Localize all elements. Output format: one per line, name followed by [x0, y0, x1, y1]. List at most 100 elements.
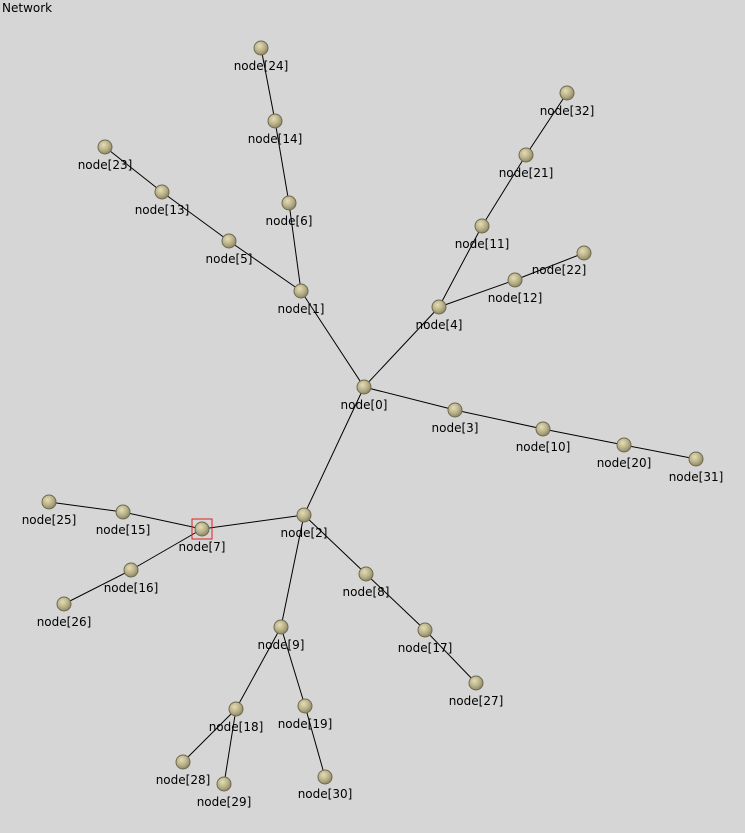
- node-disc[interactable]: [175, 754, 191, 770]
- node-disc[interactable]: [221, 233, 237, 249]
- network-node-node-3[interactable]: node[3]: [432, 402, 479, 435]
- edge-node-18-to-node-29: [223, 708, 237, 785]
- node-label: node[12]: [488, 291, 543, 305]
- node-label: node[25]: [22, 513, 77, 527]
- node-disc[interactable]: [41, 494, 57, 510]
- node-label: node[13]: [135, 203, 190, 217]
- node-disc[interactable]: [293, 283, 309, 299]
- node-disc[interactable]: [576, 245, 592, 261]
- edge-node-0-to-node-1: [300, 290, 365, 388]
- node-label: node[30]: [298, 787, 353, 801]
- edge-node-1-to-node-5: [228, 240, 302, 292]
- edge-node-11-to-node-21: [481, 154, 527, 227]
- edge-node-4-to-node-12: [438, 279, 516, 308]
- network-node-node-29[interactable]: node[29]: [197, 776, 252, 809]
- edge-node-9-to-node-19: [280, 626, 306, 707]
- node-disc[interactable]: [474, 218, 490, 234]
- network-node-node-12[interactable]: node[12]: [488, 272, 543, 305]
- network-node-node-28[interactable]: node[28]: [156, 754, 211, 787]
- edge-node-13-to-node-23: [104, 146, 163, 193]
- node-label: node[19]: [278, 717, 333, 731]
- network-node-node-20[interactable]: node[20]: [597, 437, 652, 470]
- network-node-node-9[interactable]: node[9]: [258, 619, 305, 652]
- network-node-node-14[interactable]: node[14]: [248, 113, 303, 146]
- edge-node-15-to-node-25: [48, 501, 124, 513]
- edge-node-6-to-node-14: [274, 120, 290, 204]
- node-disc[interactable]: [194, 521, 210, 537]
- node-label: node[31]: [669, 470, 724, 484]
- node-disc[interactable]: [267, 113, 283, 129]
- network-node-node-31[interactable]: node[31]: [669, 451, 724, 484]
- network-node-node-13[interactable]: node[13]: [135, 184, 190, 217]
- network-node-node-6[interactable]: node[6]: [266, 195, 313, 228]
- network-node-node-21[interactable]: node[21]: [499, 147, 554, 180]
- network-node-node-4[interactable]: node[4]: [416, 299, 463, 332]
- node-disc[interactable]: [281, 195, 297, 211]
- node-label: node[23]: [78, 158, 133, 172]
- node-disc[interactable]: [56, 596, 72, 612]
- node-disc[interactable]: [358, 566, 374, 582]
- node-disc[interactable]: [123, 562, 139, 578]
- network-node-node-16[interactable]: node[16]: [104, 562, 159, 595]
- network-node-node-24[interactable]: node[24]: [234, 40, 289, 73]
- node-disc[interactable]: [228, 701, 244, 717]
- node-label: node[29]: [197, 795, 252, 809]
- network-node-node-0[interactable]: node[0]: [341, 379, 388, 412]
- node-disc[interactable]: [688, 451, 704, 467]
- network-node-node-11[interactable]: node[11]: [455, 218, 510, 251]
- network-node-node-19[interactable]: node[19]: [278, 698, 333, 731]
- edge-node-5-to-node-13: [161, 191, 230, 242]
- network-node-node-32[interactable]: node[32]: [540, 85, 595, 118]
- edge-node-19-to-node-30: [304, 705, 326, 778]
- node-label: node[8]: [343, 585, 390, 599]
- node-disc[interactable]: [296, 507, 312, 523]
- network-node-node-2[interactable]: node[2]: [281, 507, 328, 540]
- node-disc[interactable]: [447, 402, 463, 418]
- edge-node-20-to-node-31: [623, 444, 697, 460]
- nodes-layer: node[0] node[1] node[2] node[3] node[4] node[…: [22, 40, 724, 809]
- edge-node-0-to-node-2: [303, 386, 365, 516]
- network-node-node-23[interactable]: node[23]: [78, 139, 133, 172]
- edge-node-18-to-node-28: [182, 708, 237, 763]
- network-node-node-22[interactable]: node[22]: [532, 245, 592, 277]
- edge-node-12-to-node-22: [514, 252, 585, 281]
- node-disc[interactable]: [356, 379, 372, 395]
- node-label: node[10]: [516, 440, 571, 454]
- node-label: node[7]: [179, 540, 226, 554]
- network-node-node-18[interactable]: node[18]: [209, 701, 264, 734]
- node-disc[interactable]: [468, 675, 484, 691]
- node-label: node[14]: [248, 132, 303, 146]
- node-disc[interactable]: [317, 769, 333, 785]
- node-disc[interactable]: [616, 437, 632, 453]
- network-node-node-25[interactable]: node[25]: [22, 494, 77, 527]
- edge-node-21-to-node-32: [525, 92, 568, 156]
- network-node-node-8[interactable]: node[8]: [343, 566, 390, 599]
- node-disc[interactable]: [253, 40, 269, 56]
- network-node-node-7[interactable]: node[7]: [179, 518, 226, 554]
- network-node-node-5[interactable]: node[5]: [206, 233, 253, 266]
- edge-node-4-to-node-11: [438, 225, 483, 308]
- network-node-node-30[interactable]: node[30]: [298, 769, 353, 801]
- network-node-node-1[interactable]: node[1]: [278, 283, 325, 316]
- node-disc[interactable]: [518, 147, 534, 163]
- network-node-node-10[interactable]: node[10]: [516, 421, 571, 454]
- edge-node-14-to-node-24: [260, 47, 276, 122]
- node-disc[interactable]: [115, 504, 131, 520]
- node-disc[interactable]: [535, 421, 551, 437]
- node-disc[interactable]: [417, 622, 433, 638]
- node-disc[interactable]: [559, 85, 575, 101]
- node-disc[interactable]: [507, 272, 523, 288]
- network-node-node-17[interactable]: node[17]: [398, 622, 453, 655]
- network-node-node-27[interactable]: node[27]: [449, 675, 504, 708]
- node-disc[interactable]: [97, 139, 113, 155]
- node-disc[interactable]: [154, 184, 170, 200]
- network-node-node-26[interactable]: node[26]: [37, 596, 92, 629]
- node-disc[interactable]: [273, 619, 289, 635]
- node-disc[interactable]: [431, 299, 447, 315]
- node-label: node[0]: [341, 398, 388, 412]
- edge-node-17-to-node-27: [424, 629, 477, 684]
- node-disc[interactable]: [297, 698, 313, 714]
- node-disc[interactable]: [216, 776, 232, 792]
- network-node-node-15[interactable]: node[15]: [96, 504, 151, 537]
